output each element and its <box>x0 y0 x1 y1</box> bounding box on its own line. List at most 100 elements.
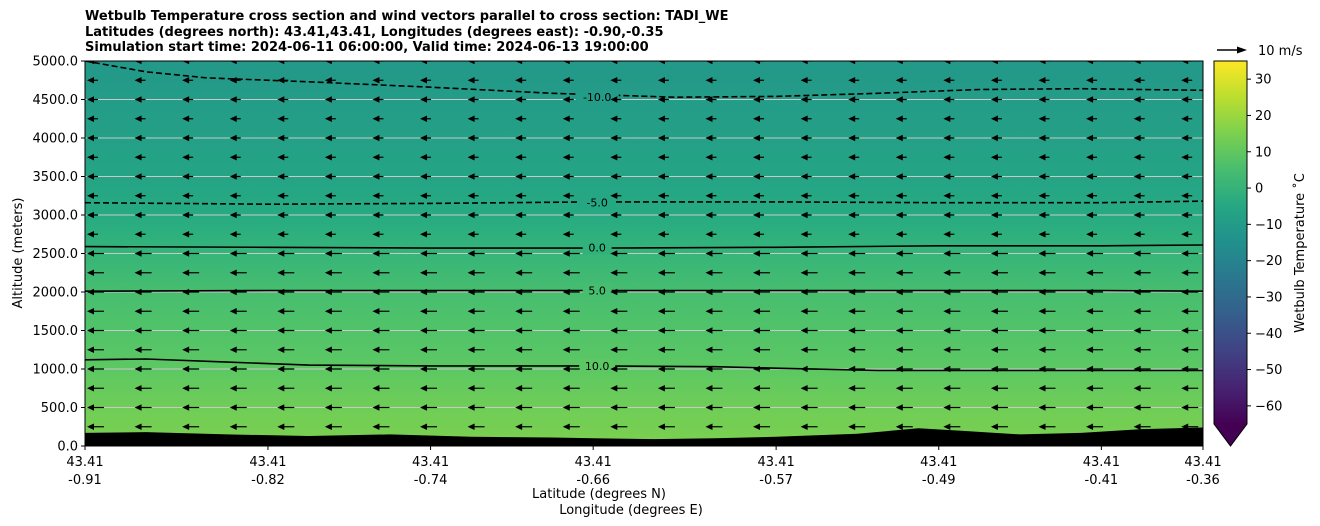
wind-vector <box>372 250 390 257</box>
wind-vector <box>562 250 580 257</box>
contour-label-bg <box>582 240 612 255</box>
wind-vector <box>87 96 98 103</box>
wind-vector <box>372 288 390 296</box>
wind-vector <box>372 404 390 411</box>
wind-vector <box>895 96 907 103</box>
wind-vector <box>610 385 628 392</box>
wind-vector <box>800 385 818 392</box>
wind-vector <box>277 385 295 392</box>
contour-label: -10.0 <box>583 91 611 104</box>
wind-vector <box>467 404 485 411</box>
wind-vector <box>1133 250 1151 257</box>
colorbar-tick-label: −10 <box>1255 218 1282 233</box>
wind-vector <box>1038 385 1056 392</box>
wind-vector <box>1038 211 1050 219</box>
wind-vector <box>182 231 194 238</box>
wind-vector <box>1181 115 1193 122</box>
wind-vector <box>229 192 241 199</box>
wind-vector <box>420 211 432 219</box>
wind-vector <box>753 192 765 199</box>
wind-vector <box>657 211 669 219</box>
y-tick-label: 4000.0 <box>33 132 79 147</box>
wind-vector <box>277 346 295 353</box>
wind-vector <box>705 77 717 84</box>
wind-vector <box>895 346 913 353</box>
wind-vector <box>657 192 669 199</box>
chart-title: Wetbulb Temperature cross section and wi… <box>85 9 729 56</box>
wind-vector <box>420 404 438 411</box>
wind-vector <box>372 77 384 84</box>
wind-vector <box>848 173 860 180</box>
wind-vector <box>657 77 669 84</box>
wind-vector <box>134 173 146 180</box>
wind-vector <box>277 77 289 84</box>
colorbar-frame <box>1213 60 1248 447</box>
wind-vector <box>1038 192 1050 199</box>
colorbar-tick-label: 20 <box>1255 109 1272 124</box>
wind-vector <box>562 327 580 334</box>
wind-vector <box>990 269 1008 276</box>
wind-vector <box>657 96 669 103</box>
wind-vector <box>943 250 961 257</box>
wind-vector <box>1086 77 1098 84</box>
wind-vector <box>800 96 812 103</box>
contour-line <box>85 289 1203 292</box>
wind-vector <box>562 96 574 103</box>
wind-vector <box>1038 115 1050 122</box>
wind-vector <box>990 385 1008 392</box>
wind-vector <box>562 134 574 142</box>
x-tick-lat-label: 43.41 <box>412 455 449 470</box>
wind-vector <box>182 288 200 296</box>
colorbar-extend-min <box>1214 424 1247 446</box>
contour-label: 10.0 <box>585 360 610 373</box>
wind-vector <box>134 288 152 296</box>
colorbar-tick-label: −20 <box>1255 254 1282 269</box>
wind-vector <box>800 61 812 65</box>
wind-vector <box>182 154 194 161</box>
wind-vector <box>895 327 913 334</box>
y-tick-label: 4500.0 <box>33 93 79 108</box>
wind-vector <box>800 173 812 180</box>
wind-vector <box>134 346 152 353</box>
wind-vector <box>324 269 342 276</box>
wind-vector <box>943 346 961 353</box>
wind-vector <box>420 385 438 392</box>
wind-vector <box>610 365 628 373</box>
wind-vector <box>229 308 247 315</box>
wind-vector <box>372 115 384 122</box>
wind-vector <box>515 115 527 122</box>
wind-vector <box>705 154 717 161</box>
wind-vector <box>277 61 289 65</box>
wind-vector <box>87 346 104 353</box>
x-tick-lon-label: -0.36 <box>1186 473 1220 488</box>
wind-vector <box>515 308 533 315</box>
colorbar-scale <box>1214 61 1247 424</box>
wind-vector <box>467 173 479 180</box>
wind-vector <box>515 385 533 392</box>
wind-vector <box>324 134 336 142</box>
wind-vector <box>229 269 247 276</box>
wind-vector <box>705 61 717 65</box>
wind-vector <box>1038 154 1050 161</box>
wind-vector <box>1038 231 1050 238</box>
wind-vector <box>800 327 818 334</box>
wind-vector <box>467 115 479 122</box>
wind-vector <box>848 385 866 392</box>
wind-vector <box>848 308 866 315</box>
wind-vector <box>87 308 104 315</box>
wind-vector <box>1133 154 1145 161</box>
x-tick-lat-label: 43.41 <box>66 455 103 470</box>
wind-vector <box>515 269 533 276</box>
wind-vector <box>610 134 622 142</box>
wind-vector <box>467 269 485 276</box>
wind-vector <box>990 173 1002 180</box>
wind-vector <box>515 250 533 257</box>
wind-vector <box>372 211 384 219</box>
wind-vector <box>657 250 675 257</box>
wind-vector <box>943 211 955 219</box>
wind-vector <box>943 404 961 411</box>
wind-vector <box>1086 346 1104 353</box>
wind-vector <box>324 385 342 392</box>
wind-vector <box>1086 192 1098 199</box>
wind-vector <box>753 134 765 142</box>
